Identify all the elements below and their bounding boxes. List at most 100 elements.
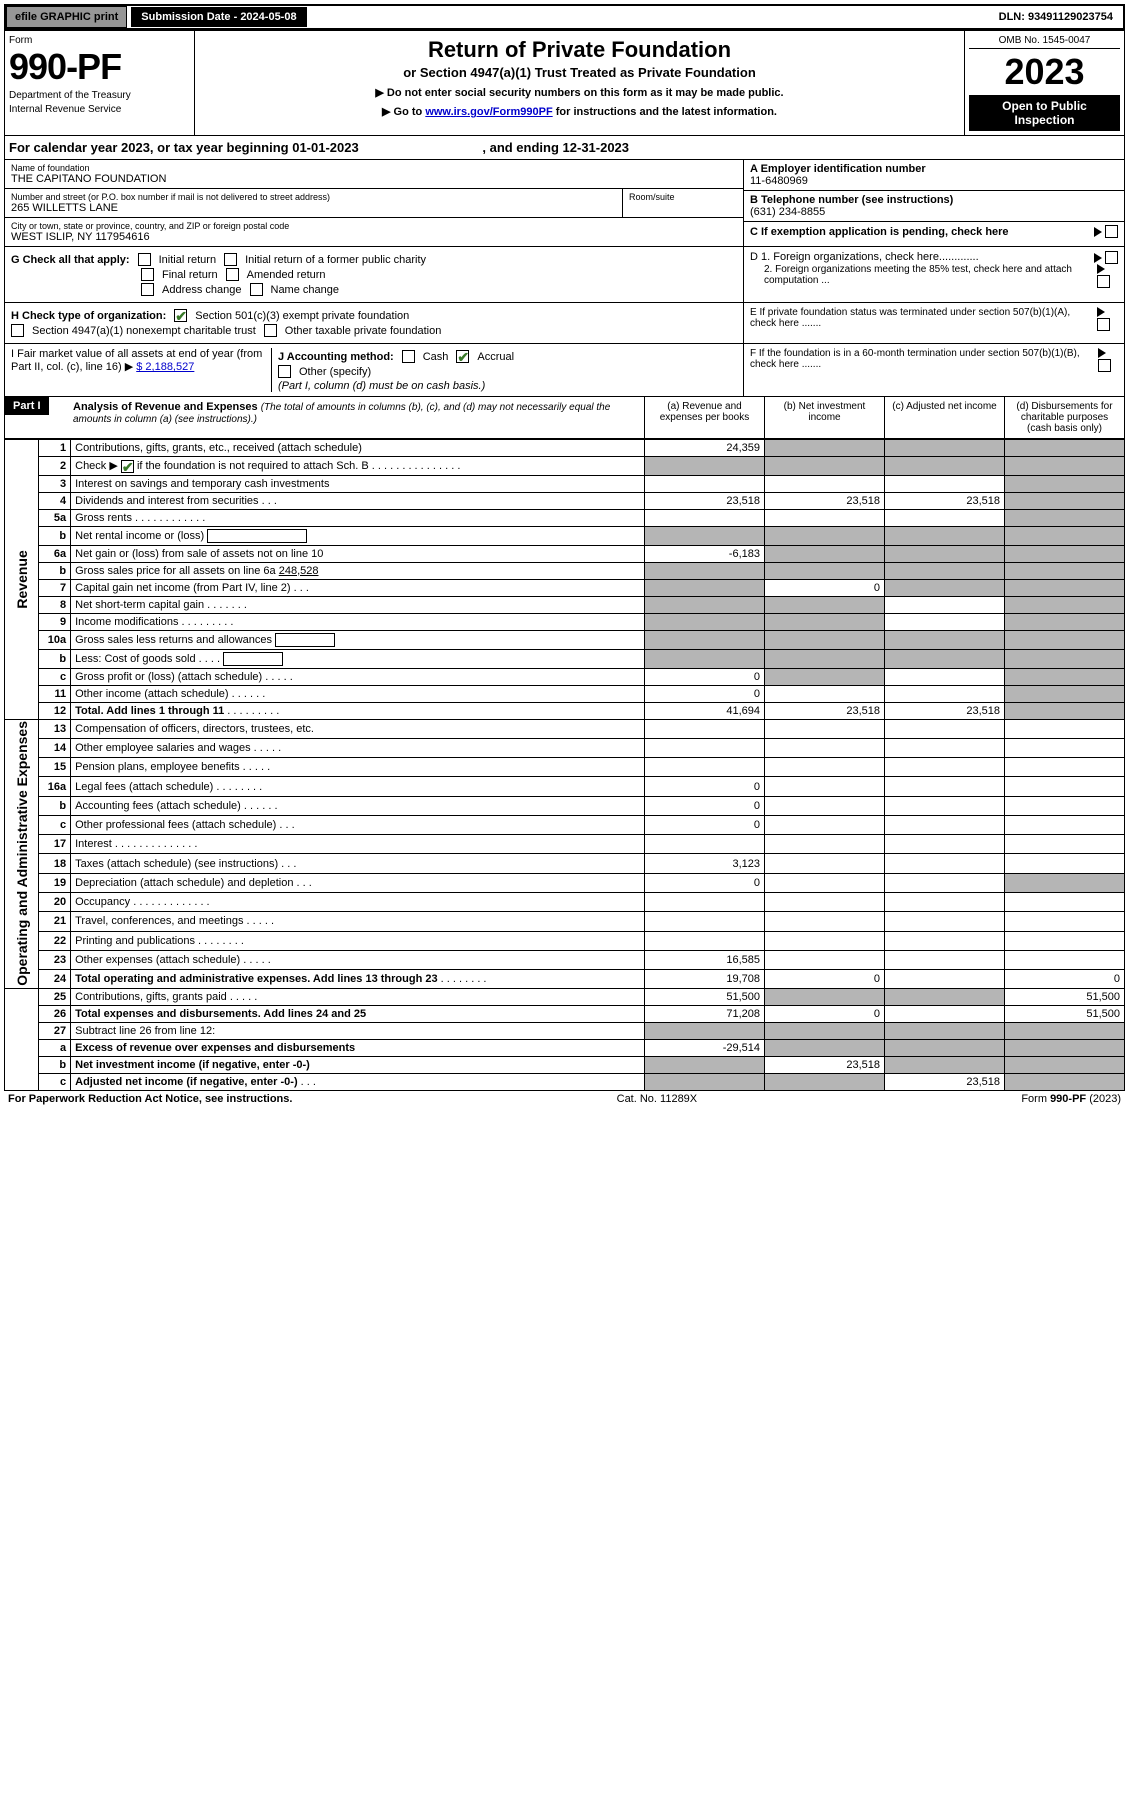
row-num: b	[39, 526, 71, 545]
row-desc: Contributions, gifts, grants, etc., rece…	[71, 440, 645, 457]
initial-former: Initial return of a former public charit…	[245, 254, 426, 266]
room-label: Room/suite	[629, 192, 737, 202]
row-desc: Interest . . . . . . . . . . . . . .	[71, 835, 645, 854]
f-label: F If the foundation is in a 60-month ter…	[750, 348, 1098, 372]
irs-link[interactable]: www.irs.gov/Form990PF	[425, 106, 552, 118]
checkbox-c[interactable]	[1105, 225, 1118, 238]
row-num: 18	[39, 854, 71, 873]
checkbox-d1[interactable]	[1105, 251, 1118, 264]
analysis-table: Revenue 1Contributions, gifts, grants, e…	[4, 439, 1125, 1091]
row-desc: Pension plans, employee benefits . . . .…	[71, 758, 645, 777]
row-desc: Occupancy . . . . . . . . . . . . .	[71, 892, 645, 911]
efile-button[interactable]: efile GRAPHIC print	[6, 6, 127, 28]
footer-left: For Paperwork Reduction Act Notice, see …	[8, 1093, 292, 1105]
note-link: ▶ Go to www.irs.gov/Form990PF for instru…	[201, 105, 958, 118]
row-desc: Gross rents . . . . . . . . . . . .	[71, 509, 645, 526]
row-num: 24	[39, 970, 71, 989]
row-num: b	[39, 1057, 71, 1074]
fmv-value[interactable]: $ 2,188,527	[136, 361, 194, 373]
row-desc: Subtract line 26 from line 12:	[71, 1023, 645, 1040]
checkbox-initial-former[interactable]	[224, 253, 237, 266]
c-label: C If exemption application is pending, c…	[750, 226, 1009, 238]
val-a: 19,708	[645, 970, 765, 989]
checkbox-cash[interactable]	[402, 350, 415, 363]
row-num: 21	[39, 912, 71, 931]
submission-date: Submission Date - 2024-05-08	[131, 7, 306, 27]
foundation-info: Name of foundation THE CAPITANO FOUNDATI…	[4, 160, 1125, 247]
row-num: b	[39, 796, 71, 815]
j-label: J Accounting method:	[278, 351, 394, 363]
row-desc: Taxes (attach schedule) (see instruction…	[71, 854, 645, 873]
checkbox-schb[interactable]	[121, 460, 134, 473]
tri-icon	[1094, 253, 1102, 263]
val-a: 71,208	[645, 1006, 765, 1023]
e-label: E If private foundation status was termi…	[750, 307, 1097, 331]
checkbox-final[interactable]	[141, 268, 154, 281]
checkbox-d2[interactable]	[1097, 275, 1110, 288]
val-b: 23,518	[765, 702, 885, 719]
row-desc: Travel, conferences, and meetings . . . …	[71, 912, 645, 931]
val-b: 0	[765, 1006, 885, 1023]
row-num: 14	[39, 738, 71, 757]
dept-irs: Internal Revenue Service	[9, 104, 190, 116]
checkbox-accrual[interactable]	[456, 350, 469, 363]
row-num: 16a	[39, 777, 71, 796]
row-desc: Net investment income (if negative, ente…	[71, 1057, 645, 1074]
h-other: Other taxable private foundation	[285, 325, 442, 337]
val-c: 23,518	[885, 1074, 1005, 1091]
form-title: Return of Private Foundation	[201, 37, 958, 63]
gross-sales-price: 248,528	[279, 565, 319, 577]
val-a: 0	[645, 777, 765, 796]
omb-number: OMB No. 1545-0047	[969, 35, 1120, 49]
row-desc: Gross sales price for all assets on line…	[71, 562, 645, 579]
row-num: 25	[39, 989, 71, 1006]
row-desc: Gross sales less returns and allowances	[71, 630, 645, 649]
row-desc: Gross profit or (loss) (attach schedule)…	[71, 668, 645, 685]
val-a: 0	[645, 685, 765, 702]
row-desc: Printing and publications . . . . . . . …	[71, 931, 645, 950]
row-num: 4	[39, 492, 71, 509]
checkbox-amended[interactable]	[226, 268, 239, 281]
checkbox-501c3[interactable]	[174, 309, 187, 322]
page-footer: For Paperwork Reduction Act Notice, see …	[4, 1091, 1125, 1107]
checkbox-addr-change[interactable]	[141, 283, 154, 296]
form-subtitle: or Section 4947(a)(1) Trust Treated as P…	[201, 65, 958, 80]
row-desc: Income modifications . . . . . . . . .	[71, 613, 645, 630]
tri-icon	[1097, 264, 1105, 274]
checkbox-4947[interactable]	[11, 324, 24, 337]
val-b: 23,518	[765, 492, 885, 509]
row-desc: Net rental income or (loss)	[71, 526, 645, 545]
row-num: c	[39, 668, 71, 685]
part1-title: Analysis of Revenue and Expenses	[73, 401, 258, 413]
checkbox-name-change[interactable]	[250, 283, 263, 296]
row-num: 15	[39, 758, 71, 777]
checkbox-e[interactable]	[1097, 318, 1110, 331]
row-desc: Total operating and administrative expen…	[71, 970, 645, 989]
row-num: 9	[39, 613, 71, 630]
tri-icon	[1098, 348, 1106, 358]
city-label: City or town, state or province, country…	[11, 221, 737, 231]
top-bar: efile GRAPHIC print Submission Date - 20…	[4, 4, 1125, 30]
row-num: 17	[39, 835, 71, 854]
inspect-1: Open to Public	[973, 99, 1116, 113]
checkbox-initial[interactable]	[138, 253, 151, 266]
val-a: 0	[645, 815, 765, 834]
row-desc: Other professional fees (attach schedule…	[71, 815, 645, 834]
row-desc: Excess of revenue over expenses and disb…	[71, 1040, 645, 1057]
val-a: 24,359	[645, 440, 765, 457]
checkbox-f[interactable]	[1098, 359, 1111, 372]
row-desc: Depreciation (attach schedule) and deple…	[71, 873, 645, 892]
calyear-a: For calendar year 2023, or tax year begi…	[9, 140, 359, 155]
ein: 11-6480969	[750, 175, 1118, 187]
row-num: 6a	[39, 545, 71, 562]
h-4947: Section 4947(a)(1) nonexempt charitable …	[32, 325, 256, 337]
val-a: 0	[645, 796, 765, 815]
row-num: 1	[39, 440, 71, 457]
checkbox-other-tax[interactable]	[264, 324, 277, 337]
row-desc: Other expenses (attach schedule) . . . .…	[71, 950, 645, 969]
val-a: -29,514	[645, 1040, 765, 1057]
form-label: Form	[9, 35, 190, 46]
note-ssn: ▶ Do not enter social security numbers o…	[201, 86, 958, 99]
checkbox-other-method[interactable]	[278, 365, 291, 378]
row-num: 20	[39, 892, 71, 911]
